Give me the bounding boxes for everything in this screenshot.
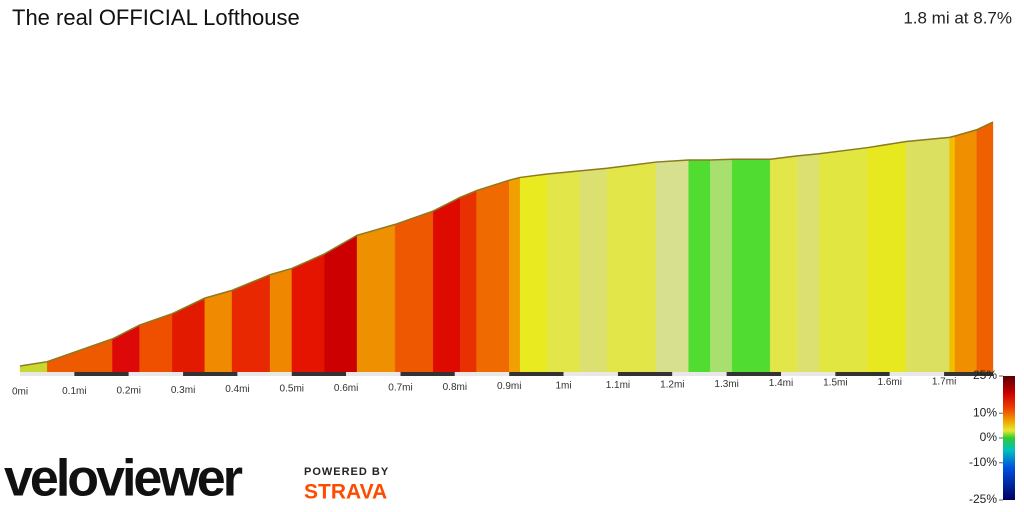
profile-segment: [579, 168, 608, 373]
x-tick-label: 0.2mi: [116, 385, 140, 396]
profile-segment: [949, 135, 956, 373]
x-tick-label: 1.3mi: [714, 379, 738, 390]
profile-segment: [231, 274, 271, 373]
x-tick-label: 0.6mi: [334, 383, 358, 394]
profile-segment: [731, 159, 771, 373]
x-tick-label: 1.5mi: [823, 378, 847, 389]
legend-label: -10%: [969, 455, 997, 469]
profile-segment: [291, 253, 325, 373]
chart-subtitle: 1.8 mi at 8.7%: [903, 8, 1012, 27]
x-tick-label: 0.7mi: [388, 382, 412, 393]
x-tick-label: 1.2mi: [660, 379, 684, 390]
x-tick-label: 1.1mi: [606, 380, 630, 391]
profile-segment: [46, 338, 113, 373]
profile-segment: [324, 234, 358, 373]
profile-segment: [269, 268, 293, 373]
profile-segment: [905, 137, 950, 373]
profile-segment: [954, 129, 977, 373]
profile-segment: [356, 224, 396, 373]
profile-outline: [19, 121, 994, 367]
profile-segment: [508, 177, 521, 373]
x-tick-label: 1.6mi: [877, 377, 901, 388]
profile-segment: [394, 210, 434, 373]
profile-segment: [655, 159, 689, 373]
profile-segment: [460, 190, 477, 373]
profile-segment: [547, 170, 581, 373]
x-tick-label: 1.7mi: [932, 376, 956, 387]
logo: veloviewer: [4, 450, 243, 508]
legend-label: -25%: [969, 492, 997, 506]
profile-segment: [867, 141, 907, 373]
profile-segment: [976, 121, 994, 373]
x-tick-label: 0.3mi: [171, 385, 195, 396]
profile-segment: [769, 155, 798, 373]
x-tick-label: 0mi: [12, 387, 28, 398]
legend-label: 10%: [973, 405, 997, 419]
x-tick-label: 0.1mi: [62, 386, 86, 397]
profile-segment: [171, 297, 206, 373]
profile-segment: [476, 179, 510, 373]
powered-by: POWERED BY: [304, 466, 389, 478]
legend-label: 0%: [980, 430, 998, 444]
profile-segment: [797, 153, 820, 373]
x-tick-label: 1.4mi: [769, 378, 793, 389]
legend-label: 25%: [973, 368, 997, 382]
x-tick-label: 1mi: [556, 381, 572, 392]
x-tick-label: 0.9mi: [497, 381, 521, 392]
x-tick-label: 0.4mi: [225, 384, 249, 395]
strava-logo: STRAVA: [304, 481, 387, 504]
profile-segment: [519, 173, 548, 373]
chart-title: The real OFFICIAL Lofthouse: [12, 5, 300, 30]
x-tick-label: 0.5mi: [280, 384, 304, 395]
profile-segment: [432, 196, 461, 373]
color-legend: [1003, 376, 1015, 500]
profile-segment: [818, 147, 869, 373]
profile-segment: [606, 161, 657, 373]
x-tick-label: 0.8mi: [443, 382, 467, 393]
profile-segment: [139, 313, 173, 373]
profile-segment: [204, 290, 233, 373]
profile-segment: [688, 159, 711, 373]
profile-segment: [710, 159, 733, 373]
